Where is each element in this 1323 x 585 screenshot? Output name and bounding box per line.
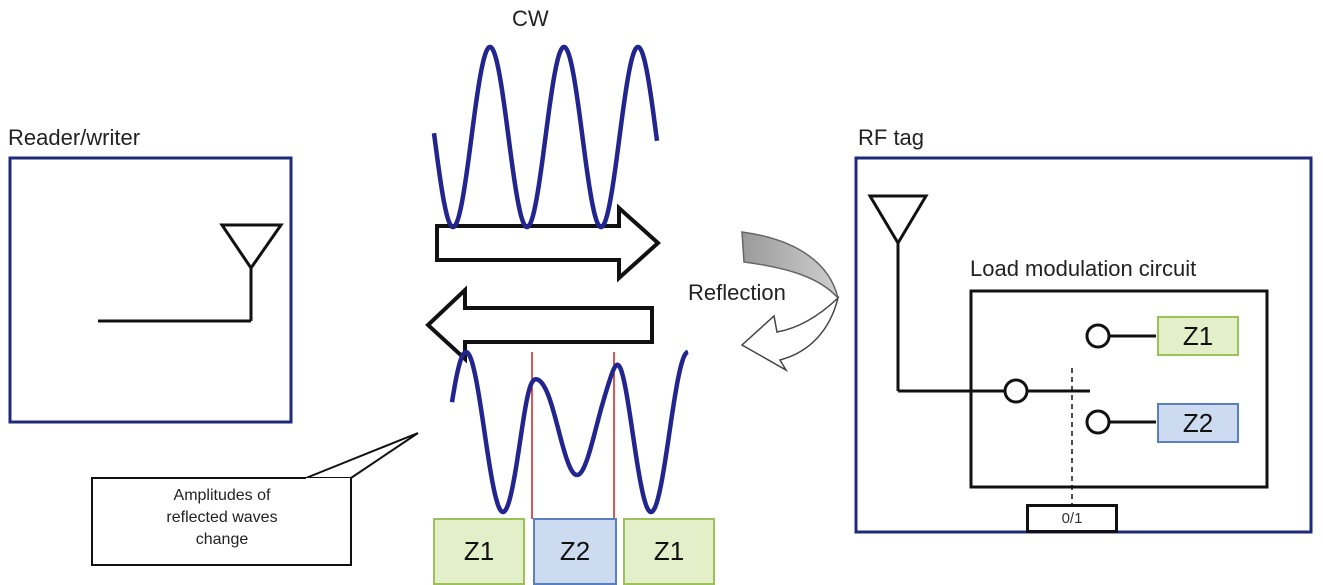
forward-arrow [435,203,661,283]
reflection-label: Reflection [688,280,786,305]
reader-writer-label: Reader/writer [8,125,141,150]
callout-box [91,477,352,566]
callout-text: Amplitudes of reflected waves change [166,487,278,548]
reflected-wave [449,349,689,515]
rf-tag-label: RF tag [858,125,925,150]
reader-writer-box [8,156,293,424]
backward-arrow [425,285,654,364]
cw-wave [431,44,660,230]
tag-antenna-icon [867,194,1005,393]
switch-state-box: 0/1 [1026,504,1118,533]
segment-z1-left: Z1 [433,518,525,585]
switch-icon [1003,323,1156,435]
circuit-z1-box: Z1 [1157,316,1239,356]
reader-antenna-icon [98,223,284,323]
load-modulation-label: Load modulation circuit [970,256,1197,281]
load-modulation-circuit-box [969,289,1269,489]
cw-label: CW [512,6,549,31]
segment-z2-middle: Z2 [533,518,617,585]
segment-z1-right: Z1 [623,518,715,585]
rf-tag-box [854,156,1313,534]
reflection-arrow-head [740,295,840,373]
callout-pointer [305,432,419,479]
circuit-z2-box: Z2 [1157,403,1239,443]
